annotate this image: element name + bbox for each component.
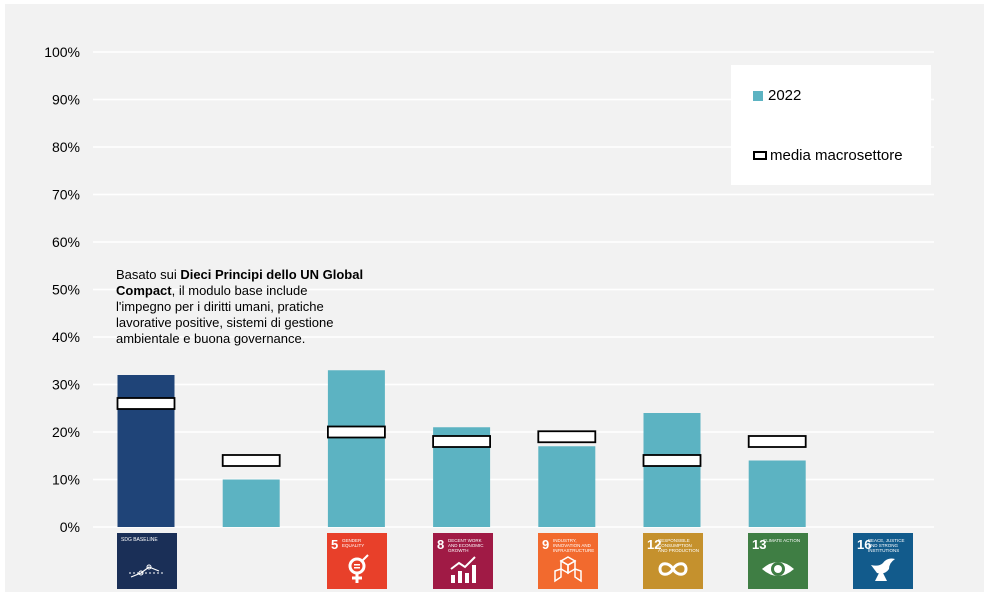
- average-marker: [432, 435, 492, 448]
- sdg-icon-label: SDG BASELINE: [121, 537, 158, 543]
- sdg-icon-label: PEACE, JUSTICE AND STRONG INSTITUTIONS: [868, 538, 905, 553]
- sdg-icon-label: DECENT WORK AND ECONOMIC GROWTH: [448, 538, 484, 553]
- growth-chart-icon: [450, 556, 476, 583]
- sdg-13-icon: 13 CLIMATE ACTION: [748, 533, 808, 589]
- sdg-icon-label: CLIMATE ACTION: [763, 538, 801, 543]
- annotation-bold-text: Dieci Principi dello UN Global Compact: [116, 267, 364, 298]
- y-tick-label: 90%: [52, 92, 80, 108]
- bar-sdg-6: [748, 460, 806, 527]
- bar-sdg-2: [327, 370, 385, 527]
- annotation-text: Basato sui: [116, 267, 181, 282]
- legend-label-2022: 2022: [768, 87, 802, 104]
- sdg-icon-label: RESPONSIBLE CONSUMPTION AND PRODUCTION: [658, 538, 700, 553]
- average-marker: [642, 454, 702, 467]
- y-tick-label: 40%: [52, 329, 80, 345]
- average-markers: [116, 397, 807, 467]
- legend-swatch-2022: [753, 90, 763, 101]
- sdg-icon-label: GENDER EQUALITY: [342, 538, 365, 548]
- sdg-12-icon: 12 RESPONSIBLE CONSUMPTION AND PRODUCTIO…: [643, 533, 703, 589]
- infinity-icon: [658, 562, 688, 576]
- sdg-icon-label: INDUSTRY, INNOVATION AND INFRASTRUCTURE: [553, 538, 595, 553]
- cubes-icon: [554, 556, 582, 583]
- legend: 2022 media macrosettore: [731, 65, 931, 185]
- sdg-icon-number: 5: [331, 537, 339, 552]
- dove-icon: [871, 558, 895, 581]
- average-marker: [221, 454, 281, 467]
- sdg-baseline-icon: SDG BASELINE: [117, 533, 177, 589]
- sdg-9-icon: 9 INDUSTRY, INNOVATION AND INFRASTRUCTUR…: [538, 533, 598, 589]
- legend-swatch-average: [753, 151, 767, 160]
- y-tick-label: 80%: [52, 139, 80, 155]
- y-tick-label: 50%: [52, 282, 80, 298]
- y-tick-label: 70%: [52, 187, 80, 203]
- y-tick-label: 10%: [52, 472, 80, 488]
- bar-sdg-1: [222, 479, 280, 527]
- annotation-text-rest: , il modulo base include l'impegno per i…: [116, 283, 334, 346]
- bar-sdg-4: [538, 446, 596, 527]
- average-marker: [747, 435, 807, 448]
- sdg-5-icon: 5 GENDER EQUALITY: [327, 533, 387, 589]
- sdg-icon-number: 13: [752, 537, 767, 552]
- y-tick-label: 100%: [44, 44, 80, 60]
- y-tick-label: 20%: [52, 424, 80, 440]
- gender-equality-icon: [348, 554, 369, 583]
- baseline-annotation: Basato sui Dieci Principi dello UN Globa…: [116, 267, 366, 347]
- y-axis: 0% 10% 20% 30% 40% 50% 60% 70% 80% 90% 100%: [44, 44, 80, 535]
- average-marker: [326, 425, 386, 439]
- legend-item-2022: 2022: [753, 87, 801, 104]
- sdg-icon-number: 8: [437, 537, 445, 552]
- bars: [117, 370, 806, 527]
- trend-line-icon: [129, 564, 165, 578]
- sdg-8-icon: 8 DECENT WORK AND ECONOMIC GROWTH: [433, 533, 493, 589]
- sdg-icon-number: 12: [647, 537, 662, 552]
- sdg-16-icon: 16 PEACE, JUSTICE AND STRONG INSTITUTION…: [853, 533, 913, 589]
- average-marker: [537, 430, 597, 444]
- y-tick-label: 0%: [60, 519, 80, 535]
- y-tick-label: 60%: [52, 234, 80, 250]
- sdg-icon-number: 16: [857, 537, 872, 552]
- bar-sdg-5: [643, 413, 701, 527]
- eye-globe-icon: [762, 562, 794, 576]
- sdg-icon-number: 9: [542, 537, 550, 552]
- average-marker: [116, 397, 176, 410]
- legend-item-average: media macrosettore: [753, 147, 903, 164]
- y-tick-label: 30%: [52, 377, 80, 393]
- legend-label-average: media macrosettore: [770, 147, 903, 164]
